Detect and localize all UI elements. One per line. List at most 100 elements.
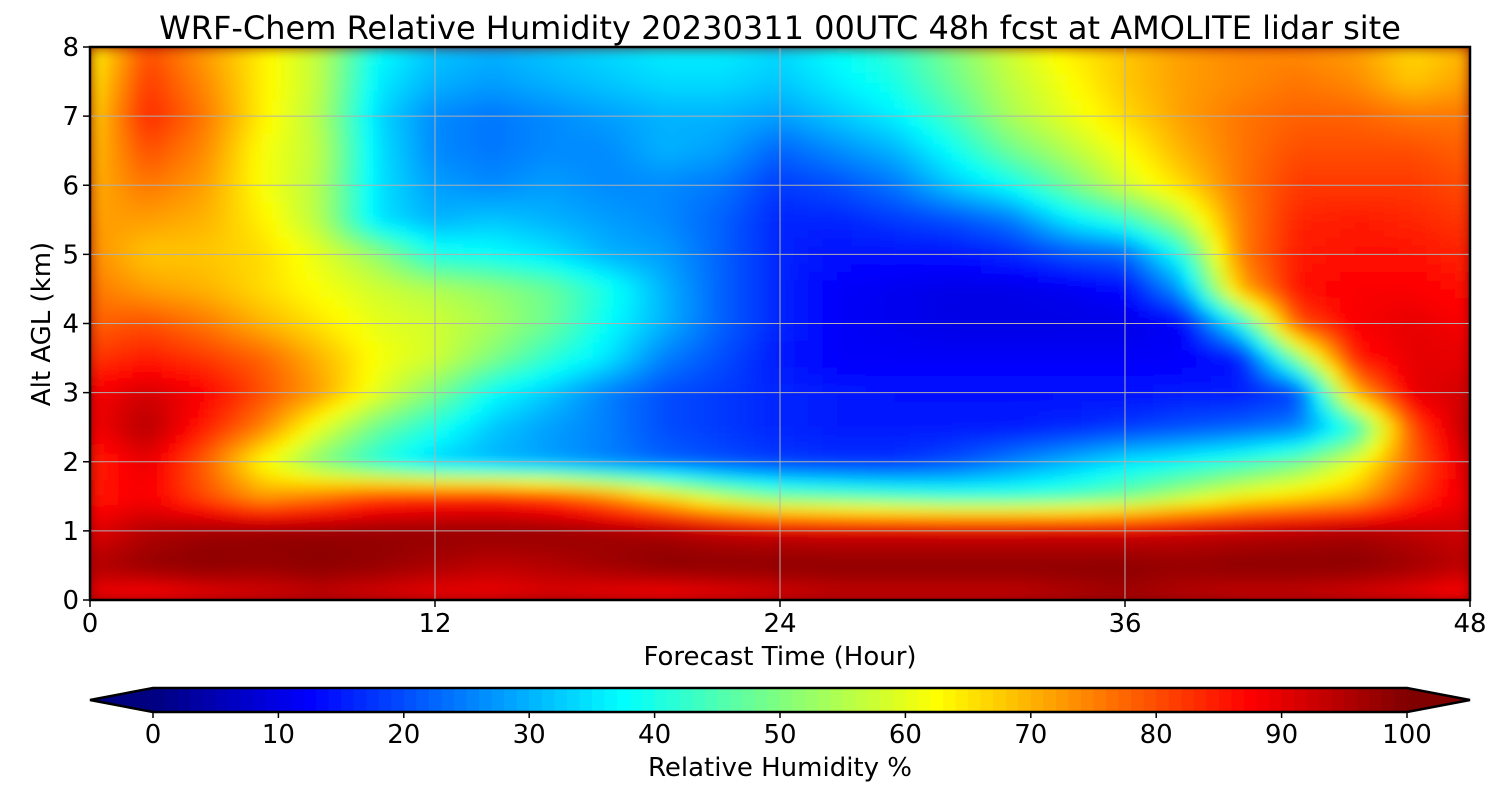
heatmap-cell (765, 374, 781, 385)
heatmap-cell (204, 305, 220, 316)
heatmap-cell (549, 297, 565, 307)
heatmap-cell (750, 461, 767, 471)
heatmap-cell (1397, 314, 1413, 324)
heatmap-cell (362, 392, 378, 402)
heatmap-cell (333, 392, 350, 402)
heatmap-cell (290, 556, 307, 566)
heatmap-cell (765, 443, 781, 454)
heatmap-cell (190, 176, 206, 186)
heatmap-cell (808, 383, 824, 394)
heatmap-cell (1253, 158, 1270, 169)
heatmap-cell (477, 193, 493, 204)
heatmap-cell (736, 210, 752, 221)
heatmap-cell (779, 418, 795, 428)
heatmap-cell (132, 279, 148, 290)
heatmap-cell (1182, 193, 1198, 204)
heatmap-cell (204, 253, 220, 264)
heatmap-cell (262, 443, 278, 454)
heatmap-cell (1067, 590, 1083, 600)
heatmap-cell (247, 469, 263, 480)
heatmap-cell (233, 426, 249, 437)
heatmap-cell (851, 521, 867, 532)
heatmap-cell (333, 236, 350, 247)
heatmap-cell (147, 184, 163, 195)
heatmap-cell (1167, 305, 1183, 316)
heatmap-cell (305, 590, 321, 600)
heatmap-cell (1412, 521, 1428, 532)
heatmap-cell (635, 478, 652, 489)
heatmap-cell (808, 271, 824, 281)
heatmap-cell (722, 279, 738, 290)
heatmap-cell (894, 331, 910, 342)
heatmap-cell (348, 530, 364, 541)
heatmap-cell (664, 556, 680, 566)
heatmap-cell (865, 400, 882, 411)
heatmap-cell (204, 521, 220, 532)
heatmap-cell (664, 452, 680, 463)
heatmap-cell (1124, 348, 1140, 359)
heatmap-cell (1225, 245, 1241, 255)
heatmap-cell (103, 253, 120, 264)
heatmap-cell (808, 219, 824, 229)
heatmap-cell (1282, 176, 1298, 186)
heatmap-cell (937, 288, 953, 299)
heatmap-cell (233, 374, 249, 385)
heatmap-cell (1412, 392, 1428, 402)
heatmap-cell (549, 331, 565, 342)
heatmap-cell (218, 288, 235, 299)
heatmap-cell (319, 158, 335, 169)
heatmap-cell (1383, 348, 1399, 359)
heatmap-cell (333, 539, 350, 549)
heatmap-cell (1110, 487, 1126, 497)
heatmap-cell (290, 366, 307, 376)
heatmap-cell (995, 262, 1011, 273)
heatmap-cell (535, 340, 551, 350)
heatmap-cell (1110, 418, 1126, 428)
heatmap-cell (477, 383, 493, 394)
heatmap-cell (650, 236, 666, 247)
heatmap-cell (1239, 409, 1255, 420)
heatmap-cell (635, 348, 652, 359)
heatmap-cell (1282, 400, 1298, 411)
heatmap-cell (937, 504, 953, 515)
heatmap-cell (1067, 305, 1083, 316)
heatmap-cell (793, 564, 810, 575)
heatmap-cell (161, 426, 177, 437)
heatmap-cell (923, 418, 939, 428)
heatmap-cell (290, 357, 307, 368)
heatmap-cell (908, 452, 925, 463)
heatmap-cell (1023, 582, 1040, 592)
heatmap-cell (1167, 530, 1183, 541)
heatmap-cell (851, 348, 867, 359)
heatmap-cell (1138, 556, 1155, 566)
heatmap-cell (1138, 219, 1155, 229)
heatmap-cell (1397, 323, 1413, 333)
heatmap-cell (693, 564, 709, 575)
heatmap-cell (290, 202, 307, 212)
heatmap-cell (923, 547, 939, 558)
heatmap-cell (880, 426, 896, 437)
heatmap-cell (161, 504, 177, 515)
heatmap-cell (1038, 297, 1054, 307)
heatmap-cell (1182, 513, 1198, 523)
heatmap-cell (1311, 487, 1327, 497)
heatmap-cell (650, 193, 666, 204)
heatmap-cell (1253, 297, 1270, 307)
heatmap-cell (793, 409, 810, 420)
heatmap-cell (750, 504, 767, 515)
heatmap-cell (621, 167, 637, 178)
heatmap-cell (793, 590, 810, 600)
heatmap-cell (1311, 227, 1327, 238)
heatmap-cell (506, 202, 522, 212)
heatmap-cell (204, 210, 220, 221)
heatmap-cell (1009, 305, 1025, 316)
heatmap-cell (103, 547, 120, 558)
heatmap-cell (377, 184, 393, 195)
heatmap-cell (147, 426, 163, 437)
heatmap-cell (1268, 340, 1284, 350)
heatmap-cell (262, 219, 278, 229)
heatmap-cell (477, 556, 493, 566)
heatmap-cell (1354, 504, 1370, 515)
heatmap-cell (1138, 590, 1155, 600)
heatmap-cell (894, 443, 910, 454)
